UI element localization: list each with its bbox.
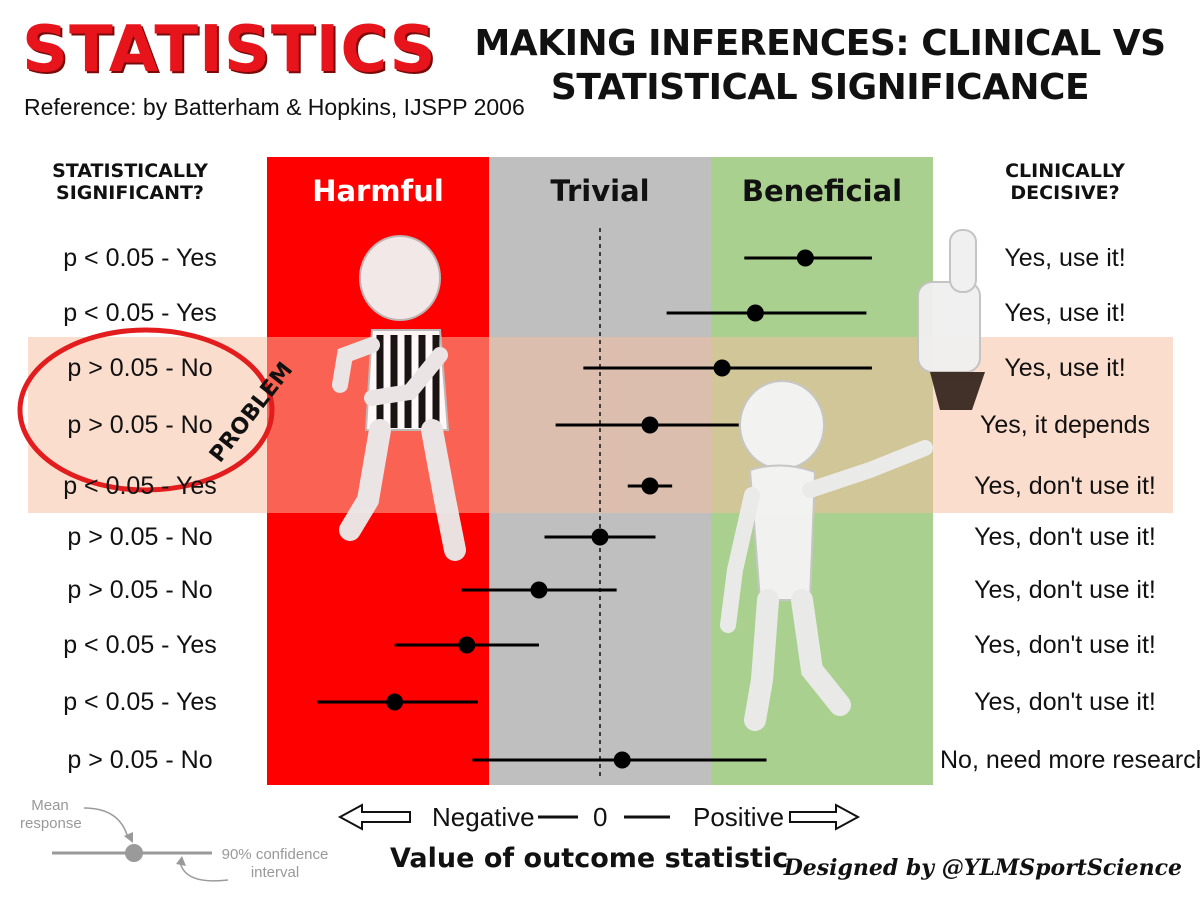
- key-ci-label: 90% confidence interval: [215, 846, 335, 882]
- thumbs-up-icon: [917, 229, 985, 410]
- p-value-label: p > 0.05 - No: [67, 746, 213, 774]
- key-mean-line-1: Mean: [31, 797, 69, 814]
- statistical-heading-line-1: Statistically: [52, 160, 208, 182]
- axis-zero-label: 0: [593, 802, 608, 832]
- left-arrow-icon: [337, 803, 411, 831]
- page-title: STATISTICS: [22, 13, 437, 87]
- key-ci-line-2: interval: [250, 864, 300, 881]
- mean-response-dot: [641, 477, 659, 495]
- mean-response-dot: [530, 581, 548, 599]
- mean-response-dot: [713, 359, 731, 377]
- clinical-decision-label: Yes, don't use it!: [974, 631, 1156, 659]
- axis-positive-label: Positive: [693, 802, 785, 832]
- mean-response-dot: [591, 528, 609, 546]
- subtitle-line-2: Statistical Significance: [550, 67, 1090, 108]
- clinical-heading: Clinically Decisive?: [960, 160, 1170, 204]
- harmful-label: Harmful: [312, 174, 444, 208]
- statistical-heading: Statistically Significant?: [30, 160, 230, 204]
- mean-response-dot: [458, 636, 476, 654]
- mean-response-dot: [641, 416, 659, 434]
- p-value-label: p < 0.05 - Yes: [63, 299, 217, 327]
- mean-response-dot: [613, 751, 631, 769]
- statistical-heading-line-2: Significant?: [56, 182, 204, 204]
- pointing-figure-icon: [720, 380, 933, 731]
- clinical-decision-label: Yes, don't use it!: [974, 523, 1156, 551]
- clinical-decision-label: Yes, don't use it!: [974, 688, 1156, 716]
- mean-response-dot: [796, 249, 814, 267]
- p-value-label: p > 0.05 - No: [67, 576, 213, 604]
- beneficial-label: Beneficial: [741, 174, 903, 208]
- credit-text: Designed by @YLMSportScience: [783, 855, 1182, 881]
- clinical-heading-line-1: Clinically: [1005, 160, 1125, 182]
- p-value-label: p < 0.05 - Yes: [63, 631, 217, 659]
- axis-negative-label: Negative: [432, 802, 535, 832]
- mean-response-dot: [386, 693, 404, 711]
- p-value-label: p > 0.05 - No: [67, 411, 213, 439]
- clinical-decision-label: Yes, don't use it!: [974, 576, 1156, 604]
- p-value-label: p < 0.05 - Yes: [63, 244, 217, 272]
- subtitle: Making Inferences: Clinical vs Statistic…: [440, 22, 1200, 110]
- clinical-decision-label: Yes, use it!: [1004, 244, 1126, 272]
- clinical-decision-label: No, need more research: [940, 746, 1200, 774]
- key-ci-line-1: 90% confidence: [221, 846, 329, 863]
- key-mean-label: Mean response: [20, 797, 82, 833]
- reference-text: Reference: by Batterham & Hopkins, IJSPP…: [24, 94, 525, 120]
- clinical-decision-label: Yes, don't use it!: [974, 472, 1156, 500]
- clinical-decision-label: Yes, use it!: [1004, 299, 1126, 327]
- trivial-label: Trivial: [550, 174, 650, 208]
- referee-figure-icon: [332, 235, 466, 561]
- problem-circle: [17, 327, 275, 493]
- axis-title: Value of outcome statistic: [390, 843, 789, 874]
- key-mean-line-2: response: [20, 815, 82, 832]
- clinical-decision-label: Yes, use it!: [1004, 354, 1126, 382]
- right-arrow-icon: [789, 803, 861, 831]
- subtitle-line-1: Making Inferences: Clinical vs: [474, 23, 1166, 64]
- clinical-heading-line-2: Decisive?: [1010, 182, 1120, 204]
- p-value-label: p < 0.05 - Yes: [63, 472, 217, 500]
- p-value-label: p > 0.05 - No: [67, 354, 213, 382]
- p-value-label: p < 0.05 - Yes: [63, 688, 217, 716]
- mean-response-dot: [746, 304, 764, 322]
- clinical-decision-label: Yes, it depends: [979, 411, 1151, 439]
- p-value-label: p > 0.05 - No: [67, 523, 213, 551]
